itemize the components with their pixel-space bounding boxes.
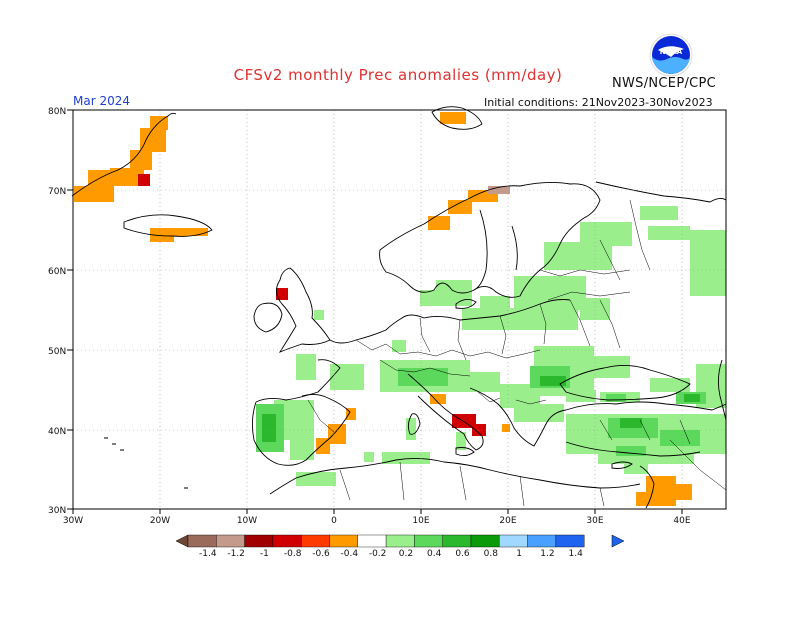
lat-label-60n: 60N	[48, 267, 66, 277]
lon-label-20e: 20E	[499, 516, 516, 526]
coastlines	[71, 106, 727, 509]
wet-strong-areas	[262, 376, 700, 442]
dry-areas	[74, 112, 692, 506]
lon-label-10e: 10E	[412, 516, 429, 526]
lat-label-50n: 50N	[48, 347, 66, 357]
initial-conditions: Initial conditions: 21Nov2023-30Nov2023	[484, 96, 713, 109]
lat-label-80n: 80N	[48, 107, 66, 117]
colorbar-box	[301, 534, 330, 548]
lon-label-20w: 20W	[150, 516, 170, 526]
colorbar-box	[272, 534, 302, 548]
colorbar-tick-label: -1	[260, 549, 269, 559]
lon-label-10w: 10W	[237, 516, 257, 526]
dry-brown-areas	[488, 186, 510, 194]
colorbar-box	[527, 534, 557, 548]
colorbar-box	[187, 534, 217, 548]
colorbar-tick-label: 1.2	[540, 549, 554, 559]
colorbar-tick-label: -1.2	[227, 549, 245, 559]
colorbar: -1.4 -1.2 -1 -0.8 -0.6 -0.4 -0.2 0.2 0.4 0.6 0.8 1 1…	[175, 534, 625, 559]
lat-label-70n: 70N	[48, 187, 66, 197]
colorbar-box	[244, 534, 274, 548]
colorbar-tick-label: 0.6	[455, 549, 470, 559]
lon-label-30e: 30E	[586, 516, 603, 526]
colorbar-tick-label: 0.2	[399, 549, 413, 559]
colorbar-box	[357, 534, 387, 548]
colorbar-over-arrow	[611, 534, 625, 548]
colorbar-box	[216, 534, 245, 548]
country-borders	[307, 199, 727, 507]
colorbar-box	[499, 534, 528, 548]
chart-title: CFSv2 monthly Prec anomalies (mm/day)	[233, 66, 563, 84]
colorbar-box	[385, 534, 415, 548]
colorbar-box	[555, 534, 585, 548]
lon-label-40e: 40E	[673, 516, 690, 526]
colorbar-box	[442, 534, 472, 548]
colorbar-tick-label: -1.4	[199, 549, 217, 559]
colorbar-tick-label: 0.8	[484, 549, 499, 559]
noaa-logo-icon: NOAA	[649, 33, 693, 77]
lon-label-0: 0	[331, 516, 337, 526]
axis-ticks	[67, 109, 683, 514]
logo-text: NOAA	[660, 48, 683, 56]
colorbar-tick-label: -0.8	[284, 549, 302, 559]
graticule	[73, 110, 726, 509]
organization-label: NWS/NCEP/CPC	[612, 76, 717, 91]
lat-label-30n: 30N	[48, 506, 66, 516]
map-frame	[72, 109, 727, 510]
colorbar-tick-label: 1.4	[569, 549, 584, 559]
anomaly-shading	[74, 112, 726, 506]
colorbar-box	[329, 534, 358, 548]
colorbar-tick-label: -0.6	[312, 549, 330, 559]
forecast-period: Mar 2024	[73, 94, 130, 108]
longitude-labels: 30W 20W 10W 0 10E 20E 30E 40E	[63, 516, 691, 526]
colorbar-under-arrow	[175, 534, 189, 548]
colorbar-tick-label: 1	[516, 549, 522, 559]
lon-label-30w: 30W	[63, 516, 83, 526]
lat-label-40n: 40N	[48, 427, 66, 437]
colorbar-box	[470, 534, 500, 548]
latitude-labels: 80N 70N 60N 50N 40N 30N	[48, 107, 66, 516]
colorbar-box	[414, 534, 443, 548]
colorbar-tick-label: -0.4	[341, 549, 359, 559]
colorbar-tick-label: -0.2	[369, 549, 387, 559]
colorbar-tick-label: 0.4	[427, 549, 442, 559]
